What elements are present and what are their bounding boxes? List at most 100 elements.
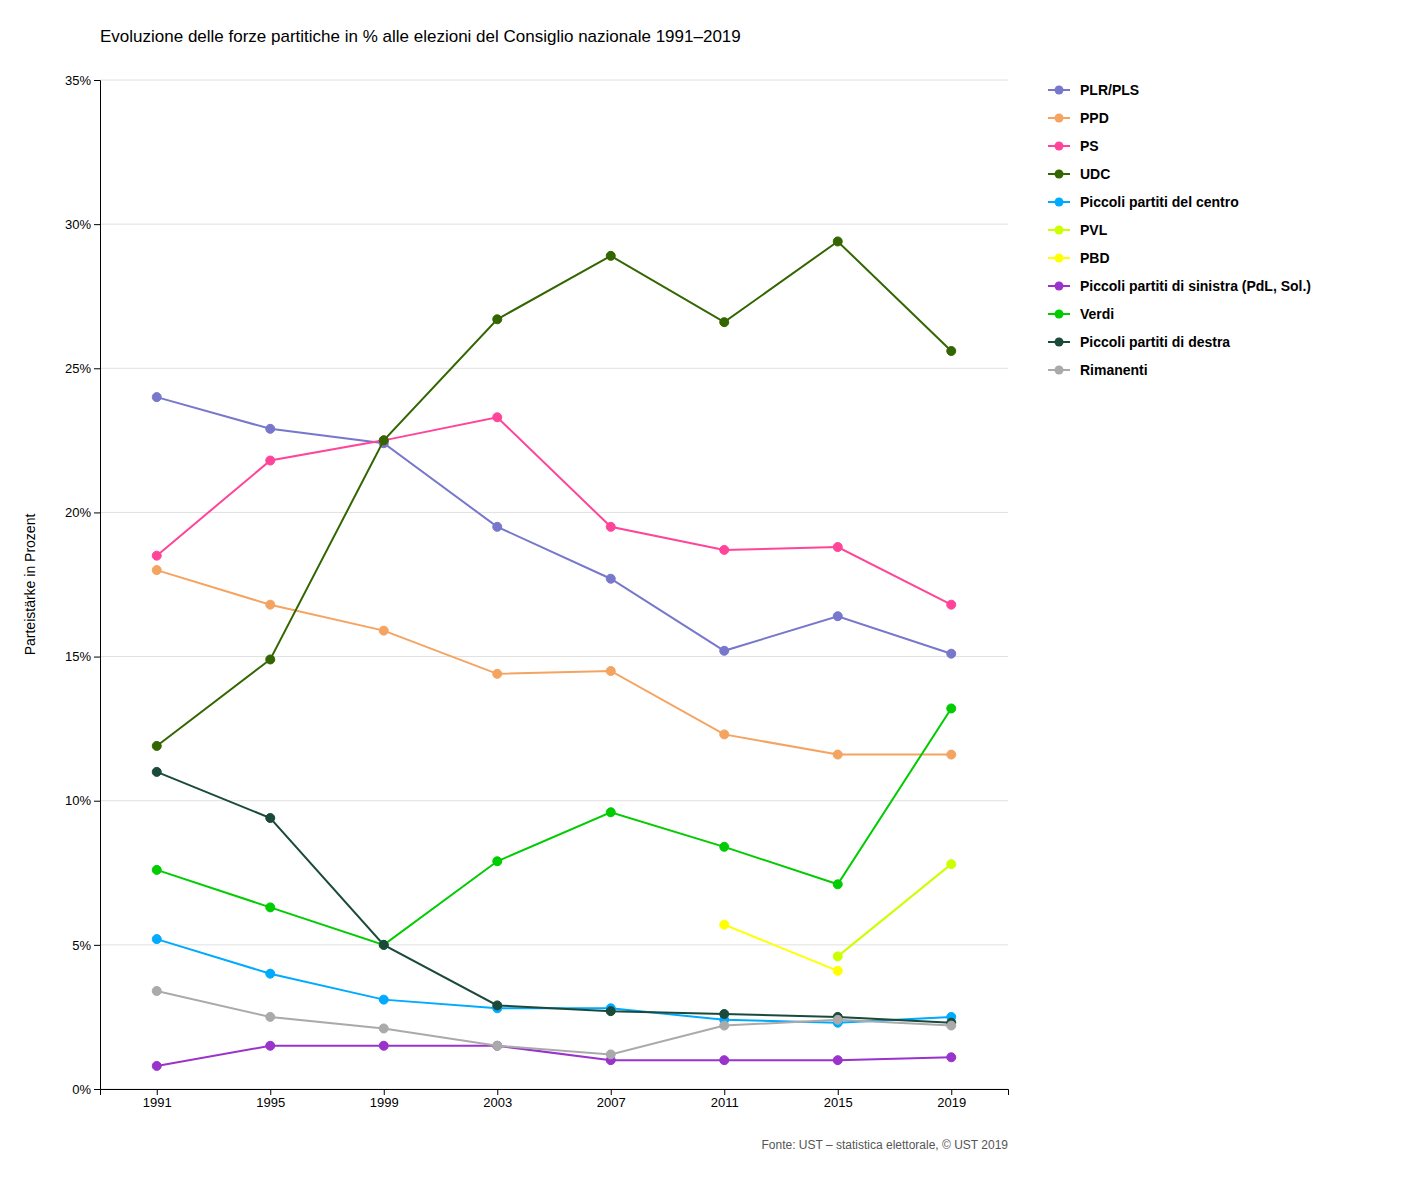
- legend-item: PVL: [1048, 222, 1108, 238]
- series: [152, 986, 956, 1058]
- series-point: [720, 730, 729, 739]
- series-point: [266, 655, 275, 664]
- series-point: [379, 940, 388, 949]
- series-point: [833, 952, 842, 961]
- x-tick-mark: [838, 1089, 839, 1095]
- series-point: [833, 543, 842, 552]
- series-point: [152, 865, 161, 874]
- series-point: [379, 940, 388, 949]
- legend-swatch-marker: [1055, 338, 1064, 347]
- series: [152, 566, 956, 760]
- footnote: Fonte: UST – statistica elettorale, © US…: [761, 1138, 1008, 1152]
- legend-label: Piccoli partiti di sinistra (PdL, Sol.): [1080, 278, 1311, 294]
- y-tick: 0%: [72, 1082, 100, 1097]
- x-axis-line: [101, 1090, 1009, 1096]
- chart: 199119951999200320072011201520190%5%10%1…: [0, 0, 1408, 1179]
- series-point: [493, 522, 502, 531]
- grid-line: [100, 368, 1008, 369]
- x-tick-label: 1991: [143, 1095, 172, 1110]
- series-point: [493, 1041, 502, 1050]
- grid-line: [100, 80, 1008, 81]
- legend-item: Verdi: [1048, 306, 1114, 322]
- x-tick-mark: [951, 1089, 952, 1095]
- series-point: [379, 436, 388, 445]
- series-point: [493, 315, 502, 324]
- series-point: [606, 1050, 615, 1059]
- series: [152, 237, 956, 751]
- legend-label: PS: [1080, 138, 1099, 154]
- series-point: [152, 566, 161, 575]
- x-tick: 1999: [370, 1089, 399, 1110]
- y-tick-label: 30%: [65, 217, 91, 232]
- series-point: [947, 1053, 956, 1062]
- series-point: [379, 626, 388, 635]
- grid: [100, 80, 1008, 1089]
- y-tick-mark: [94, 512, 100, 513]
- grid-line: [100, 224, 1008, 225]
- legend-label: Piccoli partiti di destra: [1080, 334, 1230, 350]
- legend-item: PBD: [1048, 250, 1110, 266]
- legend-swatch-marker: [1055, 366, 1064, 375]
- grid-line: [100, 656, 1008, 657]
- y-tick: 15%: [65, 649, 100, 664]
- series: [152, 704, 956, 949]
- legend-swatch-marker: [1055, 254, 1064, 263]
- x-tick: 1991: [143, 1089, 172, 1110]
- series-line: [157, 708, 952, 944]
- series-point: [493, 413, 502, 422]
- series-point: [947, 1021, 956, 1030]
- series-point: [947, 600, 956, 609]
- y-axis: 0%5%10%15%20%25%30%35%: [65, 73, 101, 1097]
- legend: PLR/PLSPPDPSUDCPiccoli partiti del centr…: [1048, 82, 1311, 378]
- series-line: [157, 570, 952, 755]
- series-point: [266, 424, 275, 433]
- series-point: [720, 920, 729, 929]
- x-tick-label: 1995: [256, 1095, 285, 1110]
- y-tick: 35%: [65, 73, 100, 88]
- y-tick: 30%: [65, 217, 100, 232]
- x-tick-label: 2011: [711, 1095, 739, 1110]
- y-axis-title: Parteistärke in Prozent: [22, 514, 38, 656]
- y-tick: 20%: [65, 505, 100, 520]
- legend-label: PPD: [1080, 110, 1109, 126]
- series-point: [379, 436, 388, 445]
- series-point: [606, 808, 615, 817]
- x-tick-label: 2003: [483, 1095, 512, 1110]
- series-point: [833, 880, 842, 889]
- series-point: [720, 1021, 729, 1030]
- x-tick-label: 2015: [824, 1095, 853, 1110]
- series-point: [833, 612, 842, 621]
- legend-swatch-marker: [1055, 114, 1064, 123]
- plot-area: 199119951999200320072011201520190%5%10%1…: [22, 73, 1009, 1111]
- x-tick-mark: [157, 1089, 158, 1095]
- legend-item: Piccoli partiti di destra: [1048, 334, 1230, 350]
- series-point: [266, 456, 275, 465]
- legend-item: Piccoli partiti del centro: [1048, 194, 1239, 210]
- y-tick-mark: [94, 224, 100, 225]
- series-point: [152, 986, 161, 995]
- x-tick: 2011: [711, 1089, 739, 1110]
- series-line: [157, 991, 952, 1054]
- series: [152, 413, 956, 609]
- series-point: [606, 1007, 615, 1016]
- y-axis-line: [94, 81, 101, 1090]
- series-point: [720, 842, 729, 851]
- series-point: [720, 318, 729, 327]
- series-point: [152, 551, 161, 560]
- series-line: [157, 1046, 952, 1066]
- series-point: [379, 1041, 388, 1050]
- legend-item: Rimanenti: [1048, 362, 1148, 378]
- series-point: [493, 1041, 502, 1050]
- series-line: [838, 864, 952, 956]
- series-point: [947, 649, 956, 658]
- legend-label: PVL: [1080, 222, 1108, 238]
- title: Evoluzione delle forze partitiche in % a…: [100, 27, 741, 46]
- x-tick-mark: [611, 1089, 612, 1095]
- series-point: [379, 995, 388, 1004]
- legend-swatch-marker: [1055, 198, 1064, 207]
- series-point: [720, 1010, 729, 1019]
- series-point: [606, 574, 615, 583]
- legend-item: PPD: [1048, 110, 1109, 126]
- series-point: [266, 600, 275, 609]
- series-point: [833, 1015, 842, 1024]
